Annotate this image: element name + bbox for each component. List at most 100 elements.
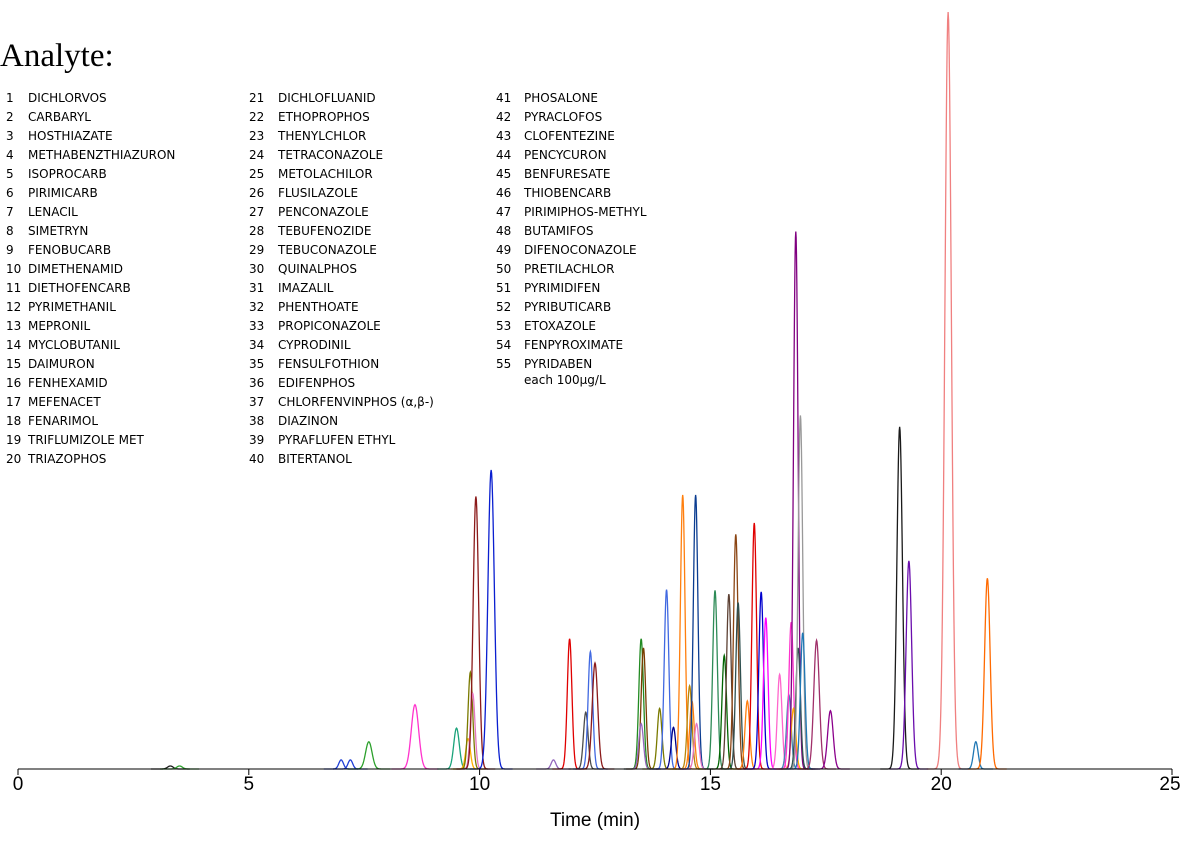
legend-entry-number: 28 xyxy=(249,224,264,238)
x-tick-label: 20 xyxy=(931,774,952,795)
legend-entry-number: 50 xyxy=(496,262,511,276)
legend-entry-number: 53 xyxy=(496,319,511,333)
legend-entry-number: 40 xyxy=(249,452,264,466)
legend-entry-name: PYRIMIDIFEN xyxy=(524,281,600,295)
legend-entry-number: 32 xyxy=(249,300,264,314)
legend-entry-number: 51 xyxy=(496,281,511,295)
peak-trace xyxy=(456,496,496,770)
legend-entry-number: 39 xyxy=(249,433,264,447)
legend-entry-name: EDIFENPHOS xyxy=(278,376,355,390)
legend-entry-name: DICHLORVOS xyxy=(28,91,107,105)
legend-entry-name: DICHLOFLUANID xyxy=(278,91,376,105)
legend-entry-number: 46 xyxy=(496,186,511,200)
x-axis-label: Time (min) xyxy=(550,810,640,831)
legend-entry-name: BITERTANOL xyxy=(278,452,352,466)
legend-entry-name: PENCYCURON xyxy=(524,148,607,162)
legend-entry-number: 20 xyxy=(6,452,21,466)
legend-entry-number: 36 xyxy=(249,376,264,390)
legend-entries: 1 DICHLORVOS 2 CARBARYL 3 HOSTHIAZATE 4 METHABE… xyxy=(6,91,647,466)
peak-trace xyxy=(649,589,684,770)
legend-entry-number: 22 xyxy=(249,110,264,124)
peak-trace xyxy=(926,11,970,770)
legend-entry-name: PIRIMICARB xyxy=(28,186,98,200)
legend-entry-number: 42 xyxy=(496,110,511,124)
peak-trace xyxy=(880,426,920,770)
peak-trace xyxy=(665,494,701,770)
peak-trace xyxy=(711,594,747,770)
legend-entry-name: PIRIMIPHOS-METHYL xyxy=(524,205,647,219)
legend-entry-number: 34 xyxy=(249,338,264,352)
legend-entry-number: 52 xyxy=(496,300,511,314)
peak-trace xyxy=(889,560,929,770)
peak-trace xyxy=(575,661,615,770)
legend-entry-name: QUINALPHOS xyxy=(278,262,357,276)
legend-entry-number: 18 xyxy=(6,414,21,428)
legend-entry-name: MEFENACET xyxy=(28,395,101,409)
legend-entry-number: 23 xyxy=(249,129,264,143)
legend-entry-number: 54 xyxy=(496,338,511,352)
legend-entry-number: 48 xyxy=(496,224,511,238)
legend-entry-name: DIETHOFENCARB xyxy=(28,281,131,295)
legend-entry-name: METOLACHILOR xyxy=(278,167,373,181)
legend-entry-name: PYRIBUTICARB xyxy=(524,300,611,314)
legend-entry-name: DIFENOCONAZOLE xyxy=(524,243,637,257)
legend-entry-number: 3 xyxy=(6,129,14,143)
legend-entry-name: SIMETRYN xyxy=(28,224,88,238)
legend-entry-name: ETOXAZOLE xyxy=(524,319,596,333)
legend-entry-name: BENFURESATE xyxy=(524,167,610,181)
legend-entry-number: 45 xyxy=(496,167,511,181)
legend-entry-name: PYRAFLUFEN ETHYL xyxy=(278,433,396,447)
legend-entry-number: 12 xyxy=(6,300,21,314)
legend-entry-number: 41 xyxy=(496,91,511,105)
legend-entry-name: TEBUCONAZOLE xyxy=(277,243,377,257)
peak-trace xyxy=(720,602,756,770)
x-tick-label: 10 xyxy=(469,774,490,795)
legend-entry-name: HOSTHIAZATE xyxy=(28,129,113,143)
legend-entry-number: 38 xyxy=(249,414,264,428)
legend-entry-name: PENCONAZOLE xyxy=(278,205,369,219)
legend-entry-name: PROPICONAZOLE xyxy=(278,319,381,333)
legend-entry-name: CHLORFENVINPHOS (α,β-) xyxy=(278,395,434,409)
legend-entry-number: 35 xyxy=(249,357,264,371)
peak-trace xyxy=(626,647,661,770)
legend-entry-number: 13 xyxy=(6,319,21,333)
legend-entry-name: FLUSILAZOLE xyxy=(278,186,358,200)
legend-entry-name: BUTAMIFOS xyxy=(524,224,593,238)
legend-entry-number: 5 xyxy=(6,167,14,181)
legend-entry-name: MEPRONIL xyxy=(28,319,90,333)
peak-trace xyxy=(573,649,608,770)
legend-entry-name: TEBUFENOZIDE xyxy=(277,224,371,238)
legend-entry-number: 16 xyxy=(6,376,21,390)
peak-trace xyxy=(552,638,587,770)
legend-entry-name: PYRIMETHANIL xyxy=(28,300,116,314)
legend-entry-name: TRIFLUMIZOLE MET xyxy=(27,433,145,447)
legend-entry-name: MYCLOBUTANIL xyxy=(28,338,120,352)
legend-entry-name: FENHEXAMID xyxy=(28,376,108,390)
legend-entry-number: 7 xyxy=(6,205,14,219)
legend-entry-number: 11 xyxy=(6,281,21,295)
legend-entry-number: 1 xyxy=(6,91,14,105)
legend-entry-number: 10 xyxy=(6,262,21,276)
x-tick-label: 25 xyxy=(1159,774,1180,795)
peak-trace xyxy=(736,522,772,770)
peak-trace xyxy=(391,703,439,770)
legend-entry-name: DIMETHENAMID xyxy=(28,262,123,276)
legend-entry-number: 27 xyxy=(249,205,264,219)
legend-entry-name: CARBARYL xyxy=(28,110,91,124)
legend-entry-number: 33 xyxy=(249,319,264,333)
peak-trace xyxy=(453,669,488,770)
peak-trace xyxy=(811,709,850,770)
peak-trace xyxy=(469,469,513,770)
legend-entry-name: METHABENZTHIAZURON xyxy=(28,148,175,162)
legend-entry-name: LENACIL xyxy=(28,205,78,219)
legend-entry-number: 55 xyxy=(496,357,511,371)
legend-entry-name: FENPYROXIMATE xyxy=(524,338,623,352)
legend-entry-name: THIOBENCARB xyxy=(523,186,611,200)
peak-trace xyxy=(623,722,659,770)
legend-entry-number: 2 xyxy=(6,110,14,124)
chromatogram-traces xyxy=(150,11,1007,770)
legend-entry-name: CLOFENTEZINE xyxy=(524,129,615,143)
legend-entry-number: 47 xyxy=(496,205,511,219)
peak-trace xyxy=(773,622,809,770)
